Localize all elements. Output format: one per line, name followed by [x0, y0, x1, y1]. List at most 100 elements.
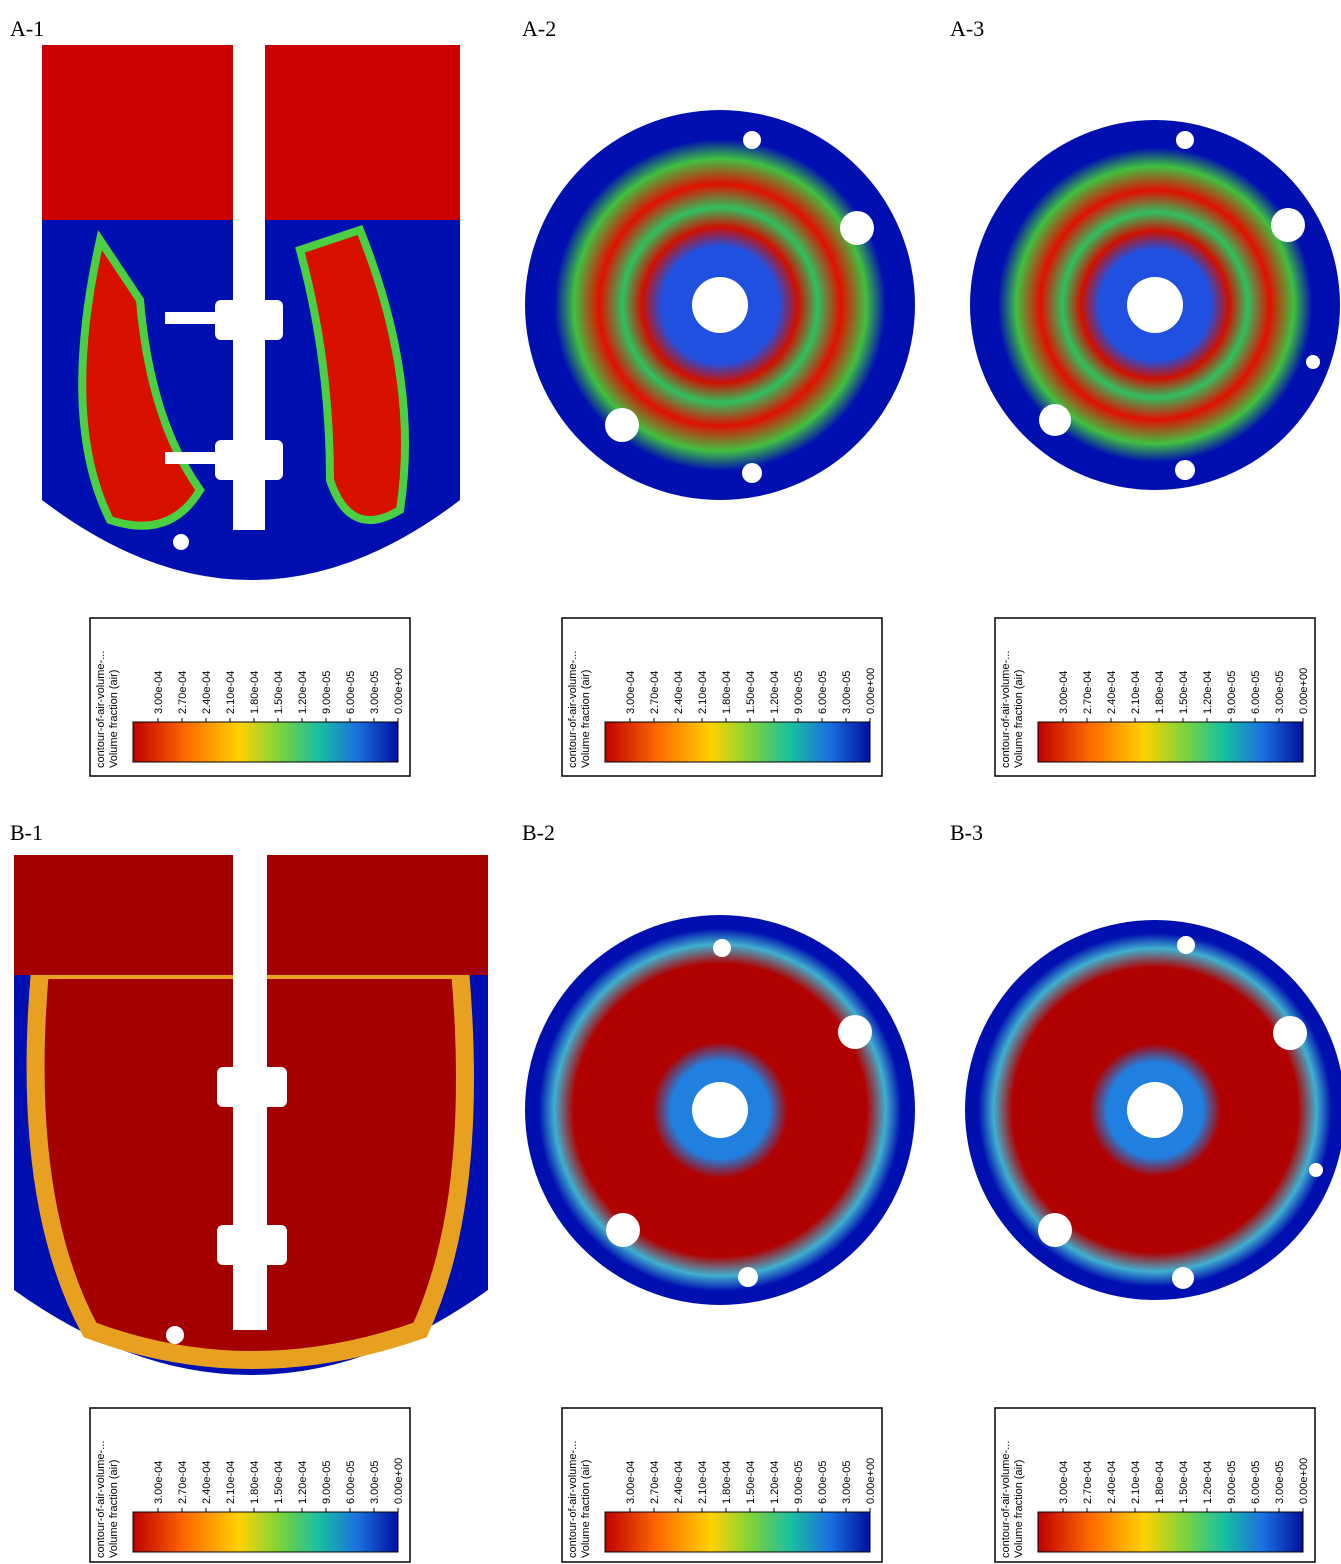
colorbar-tick-label: 1.20e-04 [1202, 1461, 1214, 1504]
colorbar-tick-label: 3.00e-04 [1058, 671, 1070, 714]
panel-label: A-1 [10, 16, 44, 41]
panel-label: B-3 [950, 820, 983, 845]
colorbar-legend: contour-of-air-volume-...Volume fraction… [90, 1408, 410, 1562]
colorbar-tick-label: 1.20e-04 [297, 1461, 309, 1504]
colorbar-tick-label: 3.00e-05 [841, 1461, 853, 1504]
colorbar-tick-label: 2.70e-04 [177, 671, 189, 714]
legend-title: contour-of-air-volume-... [1000, 651, 1012, 768]
colorbar-tick-label: 2.10e-04 [697, 671, 709, 714]
colorbar-tick-label: 2.40e-04 [673, 1461, 685, 1504]
colorbar-tick-label: 1.80e-04 [1154, 1461, 1166, 1504]
colorbar-tick-label: 9.00e-05 [793, 1461, 805, 1504]
colorbar-tick-label: 3.00e-05 [841, 671, 853, 714]
colorbar-tick-label: 1.50e-04 [1178, 1461, 1190, 1504]
colorbar-tick-label: 1.80e-04 [1154, 671, 1166, 714]
colorbar-tick-label: 0.00e+00 [865, 1458, 877, 1504]
figure: A-1contour-of-air-volume-...Volume fract… [0, 0, 1341, 1564]
colorbar-tick-label: 6.00e-05 [817, 671, 829, 714]
colorbar-tick-label: 0.00e+00 [865, 668, 877, 714]
legend-subtitle: Volume fraction (air) [580, 670, 592, 768]
cross-section-contour [525, 110, 1340, 500]
colorbar-tick-label: 1.20e-04 [297, 671, 309, 714]
colorbar-legend: contour-of-air-volume-...Volume fraction… [995, 618, 1315, 776]
colorbar-tick-label: 0.00e+00 [393, 668, 405, 714]
colorbar-tick-label: 3.00e-05 [1274, 671, 1286, 714]
colorbar-tick-label: 2.70e-04 [1082, 671, 1094, 714]
colorbar [133, 1512, 398, 1552]
colorbar-tick-label: 2.10e-04 [697, 1461, 709, 1504]
colorbar-tick-label: 9.00e-05 [793, 671, 805, 714]
legend-subtitle: Volume fraction (air) [108, 1460, 120, 1558]
colorbar-tick-label: 1.80e-04 [721, 671, 733, 714]
colorbar-tick-label: 0.00e+00 [393, 1458, 405, 1504]
colorbar-tick-label: 2.10e-04 [1130, 671, 1142, 714]
colorbar-tick-label: 2.10e-04 [225, 671, 237, 714]
colorbar-legend: contour-of-air-volume-...Volume fraction… [562, 618, 882, 776]
colorbar-tick-label: 6.00e-05 [345, 671, 357, 714]
colorbar-tick-label: 9.00e-05 [321, 1461, 333, 1504]
panel-label: A-3 [950, 16, 984, 41]
colorbar-tick-label: 3.00e-04 [153, 671, 165, 714]
colorbar [1038, 722, 1303, 762]
colorbar [605, 1512, 870, 1552]
colorbar-tick-label: 2.70e-04 [649, 671, 661, 714]
legend-title: contour-of-air-volume-... [567, 651, 579, 768]
colorbar-tick-label: 6.00e-05 [345, 1461, 357, 1504]
vessel-contour [42, 45, 460, 580]
colorbar-tick-label: 1.20e-04 [769, 671, 781, 714]
colorbar-tick-label: 6.00e-05 [817, 1461, 829, 1504]
colorbar-tick-label: 1.80e-04 [249, 671, 261, 714]
colorbar-tick-label: 1.50e-04 [273, 671, 285, 714]
colorbar-tick-label: 3.00e-05 [369, 671, 381, 714]
panel-label: A-2 [522, 16, 556, 41]
legend-subtitle: Volume fraction (air) [580, 1460, 592, 1558]
colorbar-tick-label: 3.00e-04 [625, 1461, 637, 1504]
colorbar-legend: contour-of-air-volume-...Volume fraction… [90, 618, 410, 776]
colorbar [1038, 1512, 1303, 1552]
vessel-contour [14, 855, 488, 1375]
colorbar-tick-label: 1.20e-04 [769, 1461, 781, 1504]
legend-title: contour-of-air-volume-... [95, 1441, 107, 1558]
colorbar-tick-label: 2.10e-04 [1130, 1461, 1142, 1504]
colorbar-tick-label: 2.40e-04 [1106, 1461, 1118, 1504]
colorbar-tick-label: 9.00e-05 [1226, 1461, 1238, 1504]
colorbar-tick-label: 0.00e+00 [1298, 1458, 1310, 1504]
colorbar [605, 722, 870, 762]
colorbar-tick-label: 1.50e-04 [745, 1461, 757, 1504]
colorbar-tick-label: 0.00e+00 [1298, 668, 1310, 714]
colorbar-legend: contour-of-air-volume-...Volume fraction… [995, 1408, 1315, 1562]
colorbar-tick-label: 1.20e-04 [1202, 671, 1214, 714]
colorbar-tick-label: 9.00e-05 [321, 671, 333, 714]
legend-title: contour-of-air-volume-... [95, 651, 107, 768]
legend-subtitle: Volume fraction (air) [1013, 670, 1025, 768]
legend-title: contour-of-air-volume-... [1000, 1441, 1012, 1558]
colorbar-tick-label: 9.00e-05 [1226, 671, 1238, 714]
colorbar-tick-label: 2.40e-04 [673, 671, 685, 714]
colorbar-tick-label: 6.00e-05 [1250, 671, 1262, 714]
colorbar-tick-label: 1.50e-04 [745, 671, 757, 714]
colorbar-tick-label: 2.70e-04 [649, 1461, 661, 1504]
colorbar [133, 722, 398, 762]
colorbar-tick-label: 2.40e-04 [201, 1461, 213, 1504]
colorbar-tick-label: 3.00e-04 [1058, 1461, 1070, 1504]
colorbar-tick-label: 3.00e-05 [369, 1461, 381, 1504]
colorbar-tick-label: 1.80e-04 [721, 1461, 733, 1504]
colorbar-tick-label: 2.10e-04 [225, 1461, 237, 1504]
colorbar-tick-label: 1.50e-04 [1178, 671, 1190, 714]
colorbar-tick-label: 2.40e-04 [201, 671, 213, 714]
colorbar-tick-label: 3.00e-04 [153, 1461, 165, 1504]
colorbar-tick-label: 6.00e-05 [1250, 1461, 1262, 1504]
colorbar-tick-label: 1.80e-04 [249, 1461, 261, 1504]
cross-section-contour [525, 915, 1341, 1305]
legend-subtitle: Volume fraction (air) [108, 670, 120, 768]
legend-subtitle: Volume fraction (air) [1013, 1460, 1025, 1558]
panel-label: B-1 [10, 820, 43, 845]
panel-label: B-2 [522, 820, 555, 845]
colorbar-tick-label: 3.00e-05 [1274, 1461, 1286, 1504]
colorbar-tick-label: 3.00e-04 [625, 671, 637, 714]
colorbar-tick-label: 1.50e-04 [273, 1461, 285, 1504]
colorbar-tick-label: 2.70e-04 [177, 1461, 189, 1504]
legend-title: contour-of-air-volume-... [567, 1441, 579, 1558]
colorbar-legend: contour-of-air-volume-...Volume fraction… [562, 1408, 882, 1562]
colorbar-tick-label: 2.40e-04 [1106, 671, 1118, 714]
